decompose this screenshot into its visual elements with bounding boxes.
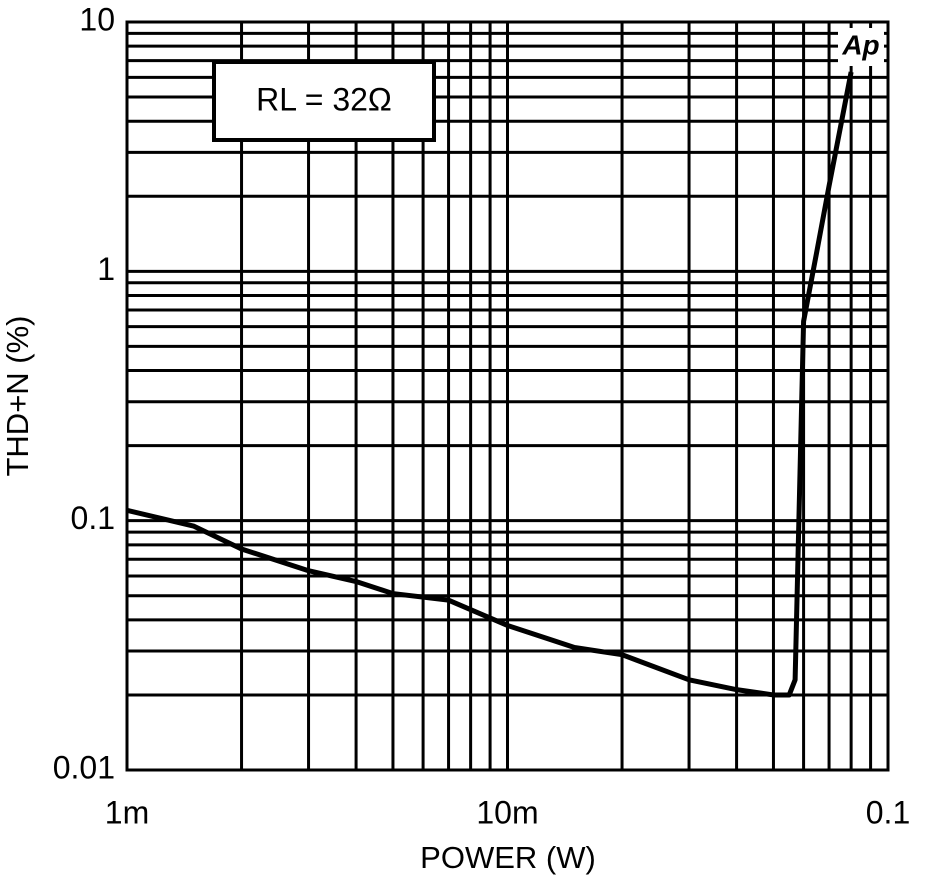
x-tick-label: 10m xyxy=(476,794,538,830)
x-axis-label: POWER (W) xyxy=(420,840,596,875)
annotation-box xyxy=(212,60,436,142)
y-axis-label: THD+N (%) xyxy=(0,315,35,476)
plot-frame xyxy=(125,20,890,772)
logo: Ap xyxy=(841,29,879,60)
y-tick-label: 0.1 xyxy=(71,500,115,536)
y-tick-label: 10 xyxy=(79,1,115,37)
y-tick-label: 1 xyxy=(97,251,115,287)
y-tick-label: 0.01 xyxy=(53,749,115,785)
annotation: RL = 32Ω xyxy=(256,81,392,117)
logo-box xyxy=(838,28,884,66)
data-line xyxy=(126,71,854,698)
x-tick-label: 0.1 xyxy=(866,794,910,830)
x-tick-label: 1m xyxy=(105,794,149,830)
